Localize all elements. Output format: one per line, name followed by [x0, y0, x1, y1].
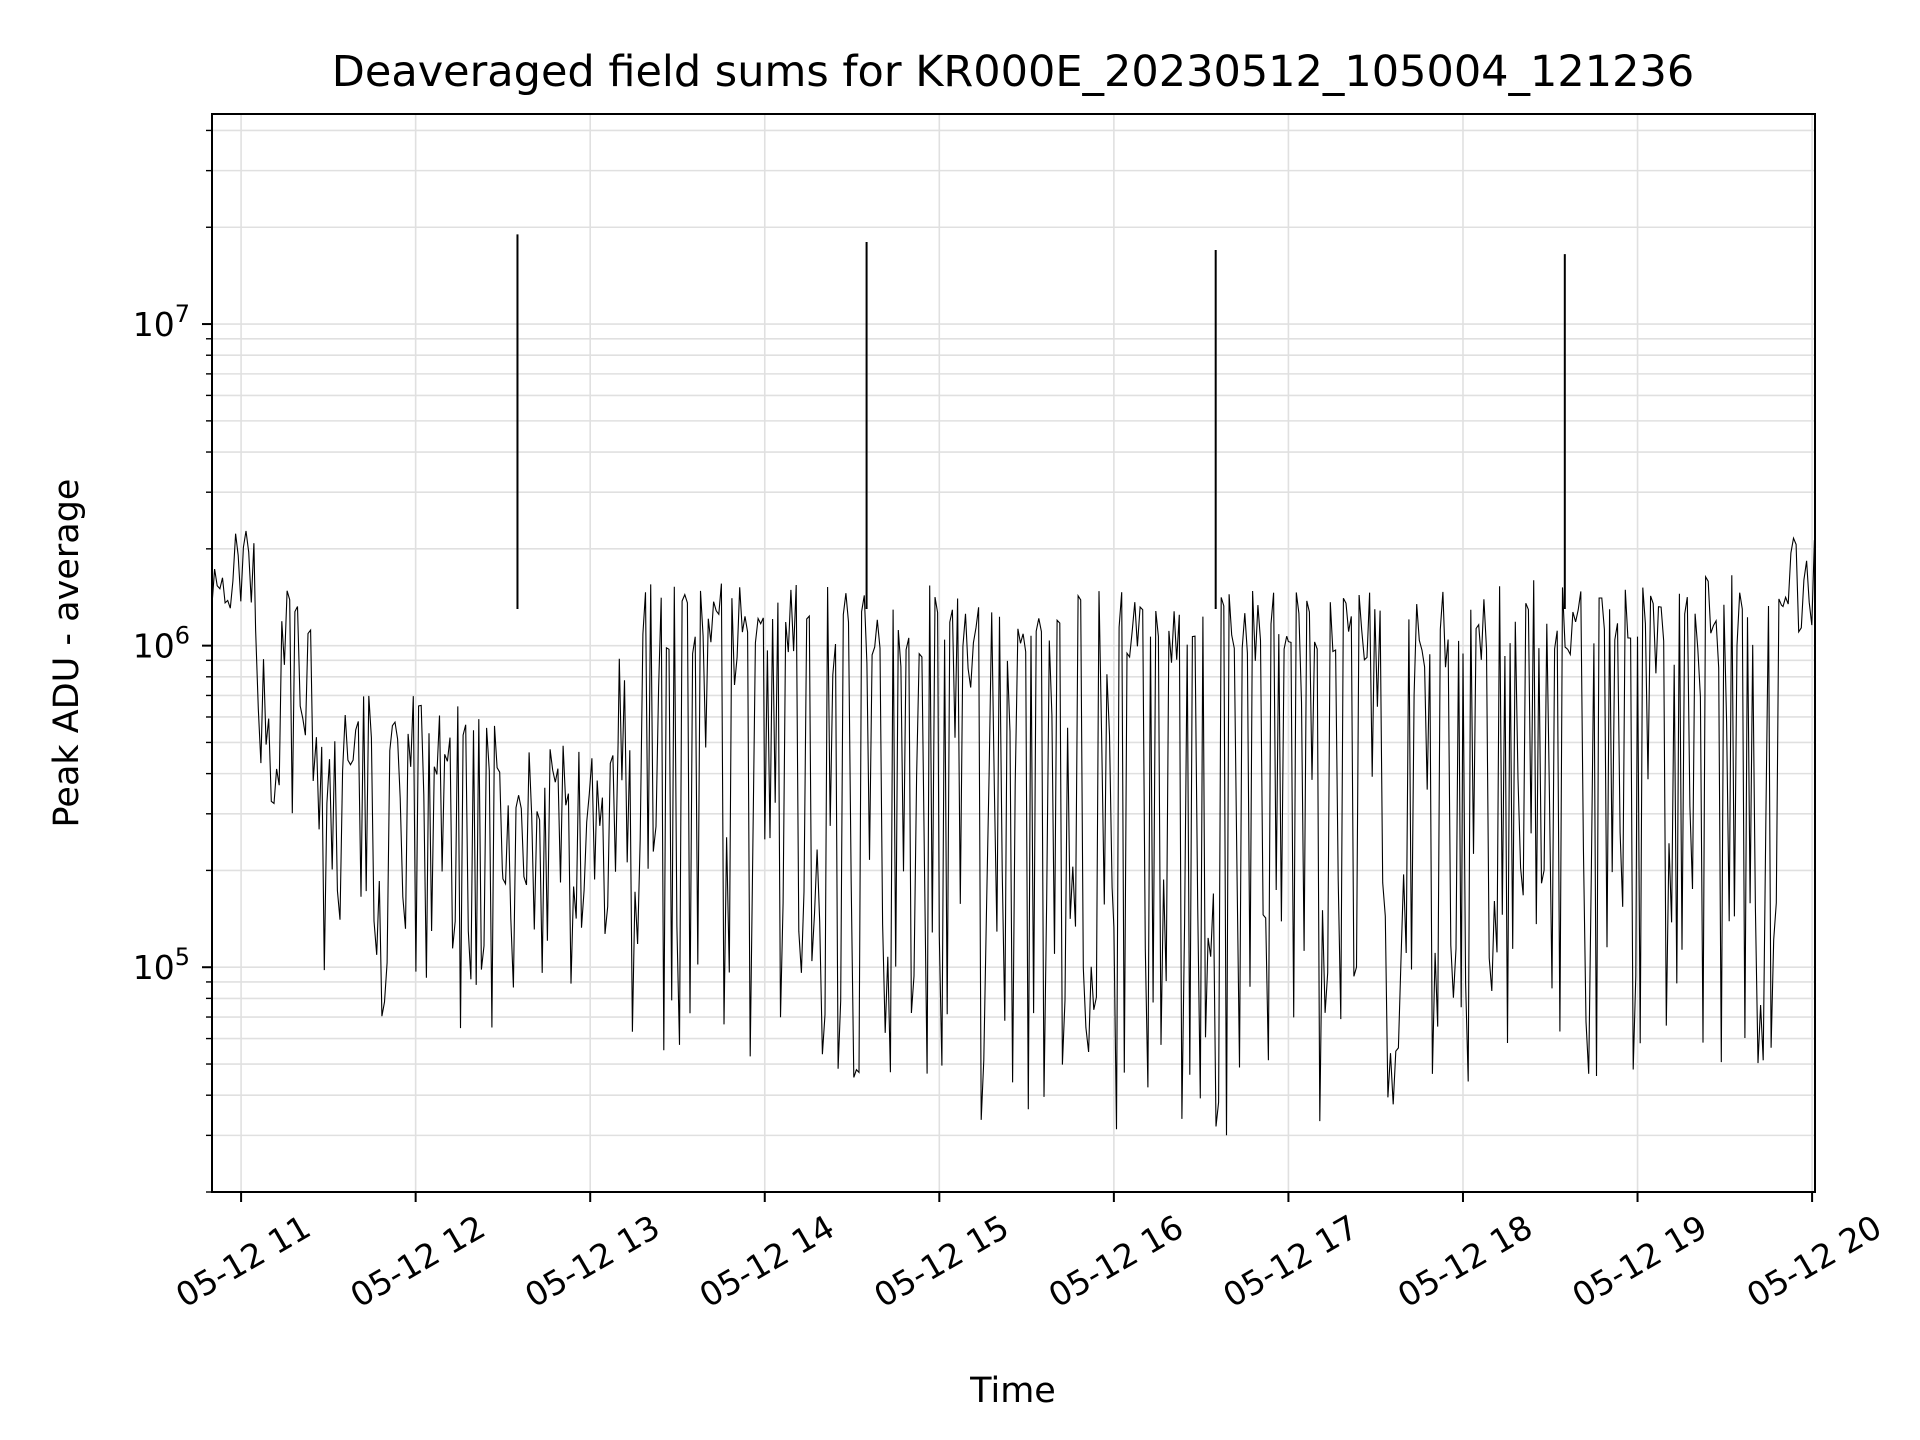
plot-area [211, 234, 1815, 1136]
y-tick-label: 106 [133, 622, 190, 666]
y-axis-label: Peak ADU - average [47, 479, 87, 828]
chart-title: Deaveraged field sums for KR000E_2023051… [332, 47, 1694, 97]
series-line [211, 530, 1815, 1136]
y-tick-label: 107 [133, 300, 190, 344]
axes-frame [211, 113, 1816, 1193]
x-axis-label: Time [969, 1371, 1056, 1411]
y-tick-label: 105 [133, 943, 190, 987]
